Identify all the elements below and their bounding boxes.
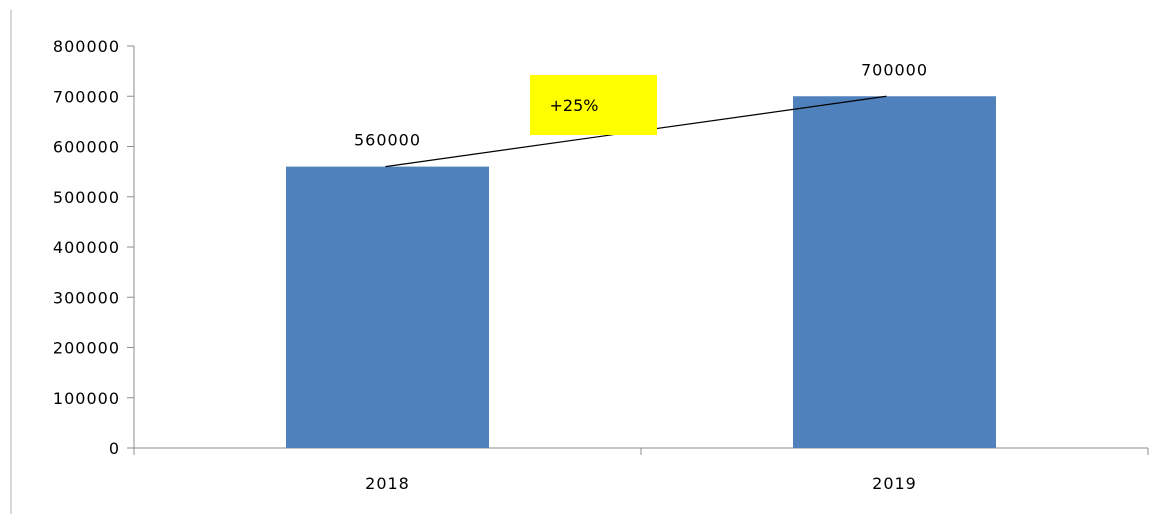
y-tick-label: 0 — [109, 439, 120, 458]
bar-2018 — [286, 166, 489, 448]
y-tick-label: 200000 — [53, 339, 120, 358]
y-tick-label: 400000 — [53, 238, 120, 257]
growth-annotation: +25% — [385, 75, 887, 168]
data-label-2019: 700000 — [861, 60, 928, 79]
x-category-label: 2018 — [365, 474, 410, 493]
y-tick-label: 600000 — [53, 138, 120, 157]
y-tick-label: 300000 — [53, 288, 120, 307]
growth-callout-box — [530, 75, 657, 135]
growth-callout-text: +25% — [550, 96, 599, 115]
data-labels: 560000 700000 — [354, 60, 928, 150]
y-tick-label: 100000 — [53, 389, 120, 408]
x-category-label: 2019 — [872, 474, 917, 493]
y-tick-label: 800000 — [53, 37, 120, 56]
y-tick-label: 500000 — [53, 188, 120, 207]
y-axis: 0 100000 200000 300000 400000 500000 600000 700… — [53, 37, 135, 458]
bar-2019 — [793, 96, 996, 448]
x-axis: 2018 2019 — [133, 447, 1149, 493]
data-label-2018: 560000 — [354, 131, 421, 150]
y-tick-label: 700000 — [53, 87, 120, 106]
bars — [286, 96, 996, 448]
